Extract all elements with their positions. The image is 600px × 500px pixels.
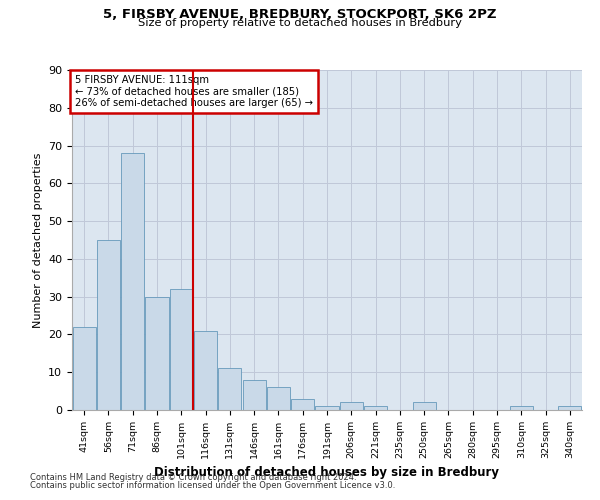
- Bar: [218, 368, 241, 410]
- Bar: [170, 289, 193, 410]
- X-axis label: Distribution of detached houses by size in Bredbury: Distribution of detached houses by size …: [155, 466, 499, 479]
- Bar: [267, 388, 290, 410]
- Bar: [340, 402, 363, 410]
- Bar: [510, 406, 533, 410]
- Text: Contains public sector information licensed under the Open Government Licence v3: Contains public sector information licen…: [30, 481, 395, 490]
- Bar: [559, 406, 581, 410]
- Bar: [97, 240, 120, 410]
- Bar: [291, 398, 314, 410]
- Y-axis label: Number of detached properties: Number of detached properties: [32, 152, 43, 328]
- Bar: [194, 330, 217, 410]
- Bar: [364, 406, 387, 410]
- Text: 5 FIRSBY AVENUE: 111sqm
← 73% of detached houses are smaller (185)
26% of semi-d: 5 FIRSBY AVENUE: 111sqm ← 73% of detache…: [74, 75, 313, 108]
- Bar: [121, 153, 144, 410]
- Bar: [242, 380, 266, 410]
- Bar: [73, 327, 95, 410]
- Text: 5, FIRSBY AVENUE, BREDBURY, STOCKPORT, SK6 2PZ: 5, FIRSBY AVENUE, BREDBURY, STOCKPORT, S…: [103, 8, 497, 20]
- Bar: [145, 296, 169, 410]
- Text: Contains HM Land Registry data © Crown copyright and database right 2024.: Contains HM Land Registry data © Crown c…: [30, 472, 356, 482]
- Bar: [316, 406, 338, 410]
- Text: Size of property relative to detached houses in Bredbury: Size of property relative to detached ho…: [138, 18, 462, 28]
- Bar: [413, 402, 436, 410]
